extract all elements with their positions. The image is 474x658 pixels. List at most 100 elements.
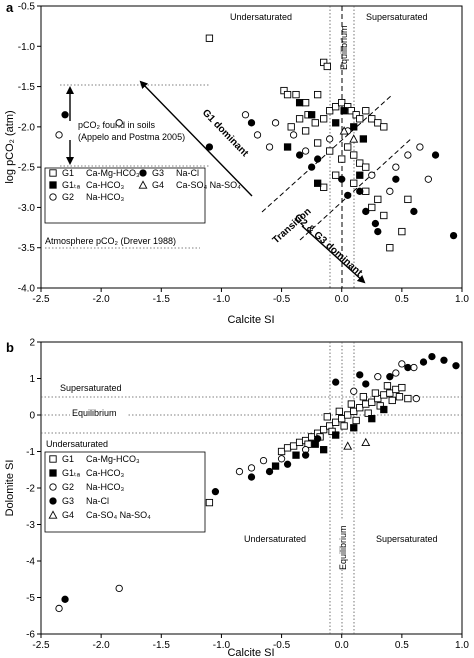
y-tick-label: -1.0 — [18, 42, 36, 53]
data-point-g1 — [326, 147, 334, 155]
b-undersaturated-center: Undersaturated — [244, 534, 306, 544]
legend-code: G4 — [62, 510, 74, 520]
data-point-g1ₜₐ — [340, 107, 348, 115]
data-point-g1 — [323, 413, 331, 421]
legend-name: Ca-SO₄ Na-SO₄ — [86, 510, 151, 520]
x-tick-label: 0.5 — [395, 640, 409, 651]
panel-b-letter: b — [6, 340, 14, 355]
panel-a: a Undersaturated — [4, 0, 469, 326]
x-tick-label: -2.5 — [32, 640, 50, 651]
data-point-g3 — [344, 191, 352, 199]
panel-b-points — [55, 352, 460, 613]
data-point-g3 — [205, 143, 214, 151]
panel-a-letter: a — [6, 0, 14, 15]
legend-name: Ca-HCO₃ — [86, 180, 125, 190]
data-point-g3 — [428, 352, 436, 361]
y-tick-label: -1 — [26, 447, 35, 458]
legend-code: G3 — [152, 168, 164, 178]
data-point-g1 — [362, 187, 370, 195]
data-point-g3 — [419, 358, 428, 366]
data-point-g1 — [289, 442, 298, 450]
data-point-g1 — [398, 383, 406, 392]
y-tick-label: -1.5 — [18, 82, 36, 93]
data-point-g4 — [361, 437, 371, 447]
legend-marker-g1ₜₐ — [49, 181, 57, 189]
data-point-g1ₜₐ — [283, 143, 292, 151]
x-tick-label: 0.5 — [395, 294, 409, 305]
data-point-g1ₜₐ — [307, 111, 316, 119]
data-point-g3 — [356, 371, 364, 379]
data-point-g4 — [339, 126, 349, 135]
panel-b-xlabel: Calcite SI — [227, 647, 274, 658]
data-point-g1 — [350, 179, 358, 187]
data-point-g2 — [55, 604, 63, 613]
data-point-g2 — [326, 135, 334, 143]
data-point-g1 — [352, 416, 360, 425]
legend-name: Ca-Mg-HCO₃ — [86, 454, 140, 464]
data-point-g1ₜₐ — [368, 415, 376, 423]
panel-a-xlabel: Calcite SI — [227, 314, 274, 326]
data-point-g1 — [323, 62, 331, 71]
legend-name: Ca-SO₄ Na-SO₄ — [176, 180, 241, 190]
data-point-g3 — [265, 467, 274, 476]
data-point-g3 — [392, 175, 400, 183]
legend-code: G1 — [62, 454, 74, 464]
data-point-g3 — [362, 207, 370, 216]
data-point-g1 — [356, 159, 364, 167]
panel-a-points — [55, 34, 458, 252]
data-point-g1 — [368, 115, 376, 123]
data-point-g2 — [259, 456, 268, 465]
data-point-g2 — [424, 175, 432, 183]
data-point-g1 — [383, 382, 392, 390]
y-tick-label: -2.0 — [18, 122, 36, 133]
data-point-g2 — [416, 143, 424, 151]
data-point-g1ₜₐ — [295, 99, 304, 107]
x-tick-label: -2.0 — [93, 294, 111, 305]
data-point-g2 — [386, 187, 394, 195]
data-point-g1 — [320, 183, 328, 191]
x-tick-label: 1.0 — [455, 294, 469, 305]
b-undersaturated-left: Undersaturated — [46, 439, 108, 449]
data-point-g1 — [205, 34, 214, 42]
data-point-g1 — [338, 155, 346, 163]
data-point-g1 — [283, 90, 292, 99]
data-point-g1 — [362, 163, 370, 171]
data-point-g1 — [301, 99, 310, 107]
g1-dominant-arrow — [139, 80, 253, 197]
panel-a-legend: G1 Ca-Mg-HCO₃ G1ₜₐ Ca-HCO₃ G2 Na-HCO₃ G3 Na-Cl G… — [44, 167, 241, 224]
data-point-g1 — [338, 415, 346, 423]
data-point-g1 — [404, 394, 412, 403]
x-tick-label: -1.0 — [213, 294, 231, 305]
x-tick-label: -1.5 — [153, 294, 171, 305]
data-point-g1 — [380, 391, 388, 399]
data-point-g1 — [386, 244, 394, 252]
data-point-g3 — [314, 155, 322, 163]
data-point-g3 — [247, 473, 256, 481]
transition-upper-dash — [261, 94, 393, 213]
data-point-g1 — [332, 171, 340, 179]
panel-b: b Supersaturated Equilibrium Undersatura… — [4, 338, 469, 658]
panel-a-legend-items: G1 Ca-Mg-HCO₃ G1ₜₐ Ca-HCO₃ G2 Na-HCO₃ G3 Na-Cl G… — [49, 168, 241, 202]
data-point-g3 — [61, 111, 69, 119]
x-tick-label: -2.5 — [32, 294, 50, 305]
data-point-g1ₜₐ — [320, 446, 328, 454]
legend-code: G1 — [62, 168, 74, 178]
data-point-g1 — [362, 107, 370, 115]
data-point-g3 — [452, 362, 460, 370]
y-tick-label: -6 — [26, 630, 35, 641]
panel-a-ylabel: log pCO₂ (atm) — [4, 110, 16, 183]
data-point-g1 — [320, 425, 328, 434]
data-point-g2 — [253, 131, 262, 139]
data-point-g1ₜₐ — [359, 135, 368, 143]
data-point-g3 — [449, 231, 458, 240]
legend-marker-g2 — [49, 193, 57, 201]
y-tick-label: -4 — [26, 557, 35, 568]
data-point-g3 — [314, 435, 322, 443]
data-point-g2 — [404, 151, 412, 159]
data-point-g1 — [380, 211, 388, 220]
data-point-g1 — [287, 123, 295, 131]
data-point-g1 — [374, 119, 382, 127]
data-point-g2 — [55, 131, 63, 139]
y-tick-label: -3.0 — [18, 203, 36, 214]
data-point-g1 — [371, 389, 380, 397]
